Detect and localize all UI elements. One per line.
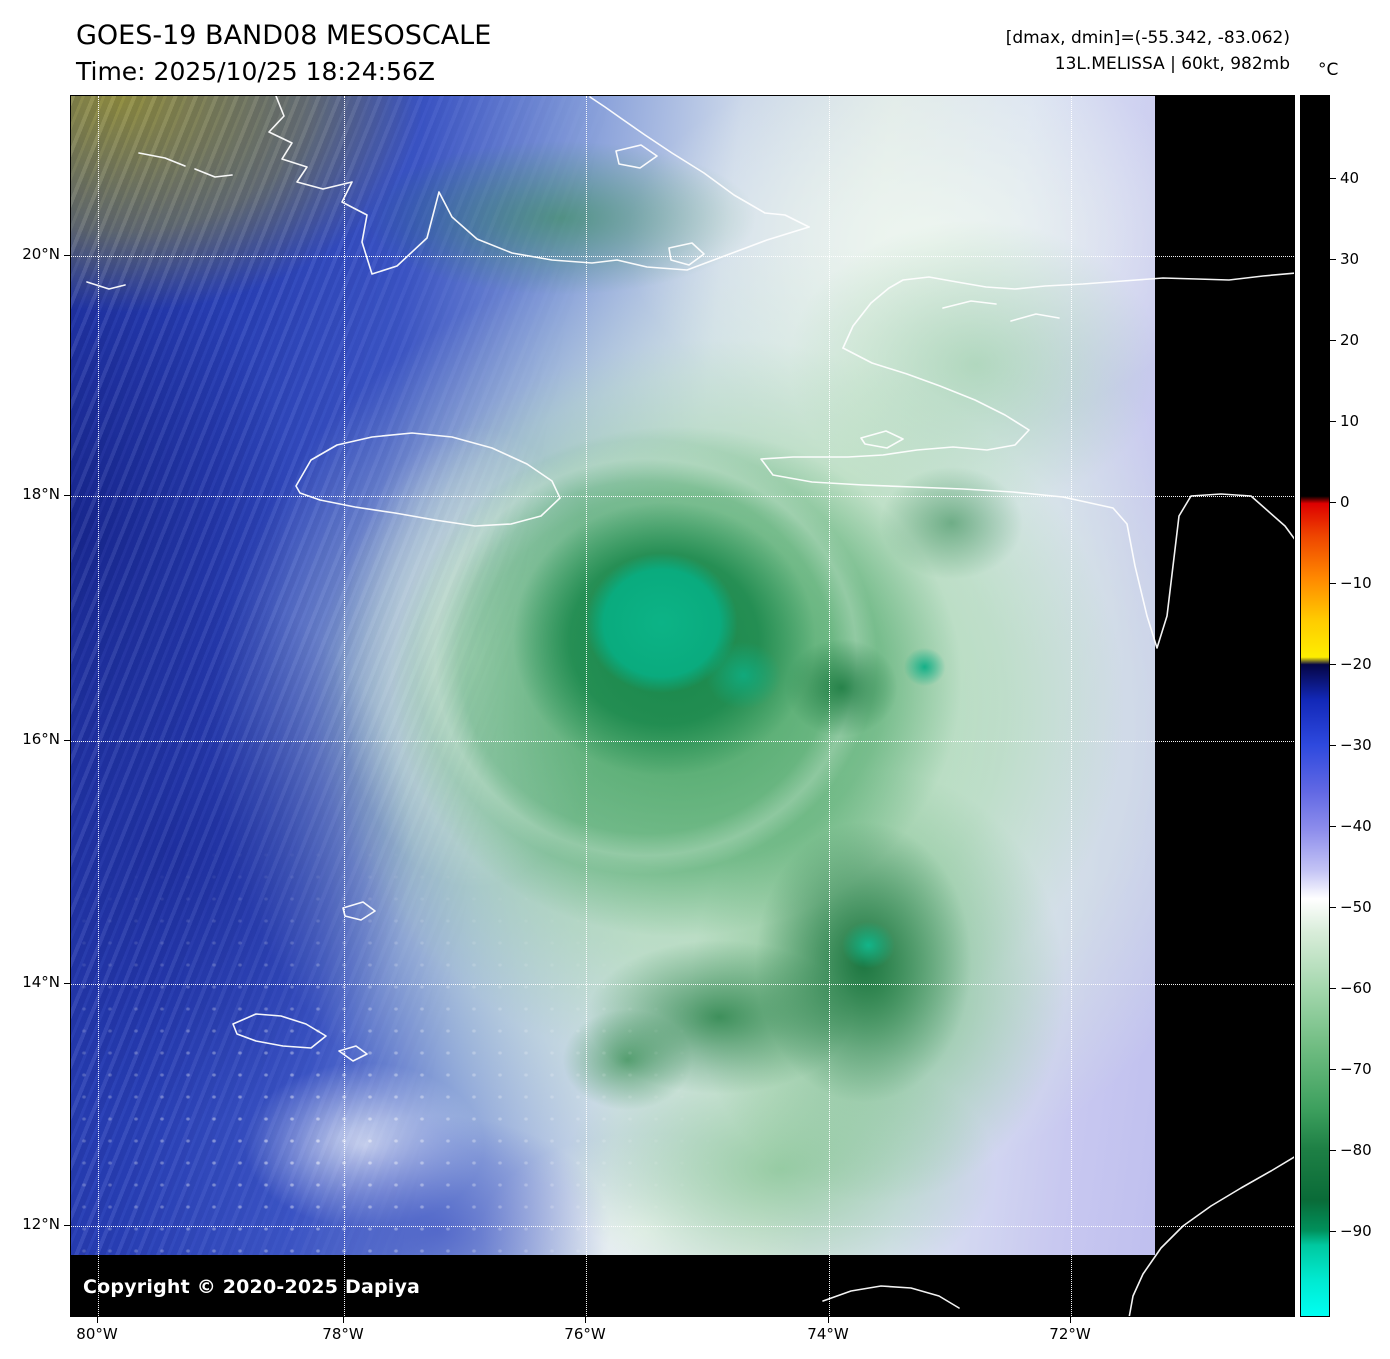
- colorbar-tick: [1330, 178, 1336, 179]
- coastline-cays-west: [86, 152, 233, 290]
- coastline-hispaniola-north: [842, 272, 1294, 349]
- colorbar-tick-label: −10: [1340, 574, 1372, 592]
- colorbar-tick-label: −90: [1340, 1222, 1372, 1240]
- colorbar: [1300, 95, 1330, 1317]
- colorbar-tick: [1330, 1069, 1336, 1070]
- storm-info: 13L.MELISSA | 60kt, 982mb: [1054, 54, 1290, 74]
- image-timestamp: Time: 2025/10/25 18:24:56Z: [76, 57, 435, 86]
- lat-label-12n: 12°N: [22, 1215, 60, 1233]
- copyright-watermark: Copyright © 2020-2025 Dapiya: [83, 1276, 421, 1298]
- lat-label-14n: 14°N: [22, 973, 60, 991]
- coastline-bahamas-islets: [615, 144, 705, 266]
- coastline-cuba-north: [589, 96, 810, 228]
- colorbar-tick: [1330, 340, 1336, 341]
- axis-tick: [585, 1317, 586, 1323]
- image-title: GOES-19 BAND08 MESOSCALE: [76, 20, 492, 51]
- colorbar-tick-label: 30: [1340, 250, 1360, 268]
- colorbar-tick-label: −40: [1340, 817, 1372, 835]
- gridline-lon-80w: [98, 96, 99, 1316]
- axis-tick: [64, 255, 70, 256]
- coastline-south-america: [822, 1156, 1294, 1316]
- colorbar-tick: [1330, 664, 1336, 665]
- satellite-map: Copyright © 2020-2025 Dapiya: [70, 95, 1295, 1317]
- colorbar-tick-label: −20: [1340, 655, 1372, 673]
- coastline-hispaniola-south: [760, 347, 1294, 649]
- lon-label-76w: 76°W: [564, 1325, 606, 1343]
- no-data-region-right: [1155, 96, 1294, 1316]
- lat-label-18n: 18°N: [22, 485, 60, 503]
- colorbar-tick-label: 0: [1340, 493, 1350, 511]
- colorbar-tick: [1330, 502, 1336, 503]
- axis-tick: [1070, 1317, 1071, 1323]
- colorbar-tick-label: −30: [1340, 736, 1372, 754]
- gridline-lat-20n: [71, 256, 1294, 257]
- colorbar-unit-label: °C: [1318, 60, 1339, 80]
- coastline-jamaica: [295, 432, 561, 527]
- gridline-lon-76w: [586, 96, 587, 1316]
- coastline-cuba-south: [268, 96, 810, 275]
- gridline-lat-14n: [71, 984, 1294, 985]
- coastlines-overlay: [86, 96, 1294, 1316]
- axis-tick: [343, 1317, 344, 1323]
- gridline-lon-72w: [1071, 96, 1072, 1316]
- colorbar-tick-label: −60: [1340, 979, 1372, 997]
- colorbar-tick: [1330, 988, 1336, 989]
- coastline-southwest-cays: [232, 901, 376, 1062]
- gridline-lat-12n: [71, 1226, 1294, 1227]
- axis-tick: [64, 1225, 70, 1226]
- colorbar-tick: [1330, 826, 1336, 827]
- colorbar-tick: [1330, 259, 1336, 260]
- coastline-turks-banks: [942, 300, 1060, 322]
- dmax-dmin-readout: [dmax, dmin]=(-55.342, -83.062): [1005, 28, 1290, 48]
- colorbar-tick-label: 10: [1340, 412, 1360, 430]
- coastline-gonave-island: [860, 430, 904, 449]
- cumulus-speckle-texture: [71, 96, 1294, 1316]
- colorbar-tick: [1330, 421, 1336, 422]
- colorbar-tick: [1330, 583, 1336, 584]
- lon-label-72w: 72°W: [1049, 1325, 1091, 1343]
- gridline-lat-16n: [71, 741, 1294, 742]
- colorbar-tick-label: 20: [1340, 331, 1360, 349]
- gridline-lon-74w: [829, 96, 830, 1316]
- lat-label-20n: 20°N: [22, 245, 60, 263]
- lon-label-80w: 80°W: [76, 1325, 118, 1343]
- axis-tick: [97, 1317, 98, 1323]
- colorbar-tick-label: −50: [1340, 898, 1372, 916]
- lat-label-16n: 16°N: [22, 730, 60, 748]
- colorbar-tick: [1330, 1150, 1336, 1151]
- lon-label-74w: 74°W: [807, 1325, 849, 1343]
- colorbar-tick: [1330, 1231, 1336, 1232]
- gridline-lat-18n: [71, 496, 1294, 497]
- colorbar-tick: [1330, 907, 1336, 908]
- no-data-region-bottom: [71, 1255, 1294, 1316]
- colorbar-tick-label: 40: [1340, 169, 1360, 187]
- axis-tick: [64, 983, 70, 984]
- colorbar-tick-label: −70: [1340, 1060, 1372, 1078]
- colorbar-tick-label: −80: [1340, 1141, 1372, 1159]
- gridline-lon-78w: [344, 96, 345, 1316]
- colorbar-tick: [1330, 745, 1336, 746]
- axis-tick: [64, 495, 70, 496]
- lon-label-78w: 78°W: [322, 1325, 364, 1343]
- colorbar-gradient: [1301, 96, 1329, 1316]
- axis-tick: [64, 740, 70, 741]
- axis-tick: [828, 1317, 829, 1323]
